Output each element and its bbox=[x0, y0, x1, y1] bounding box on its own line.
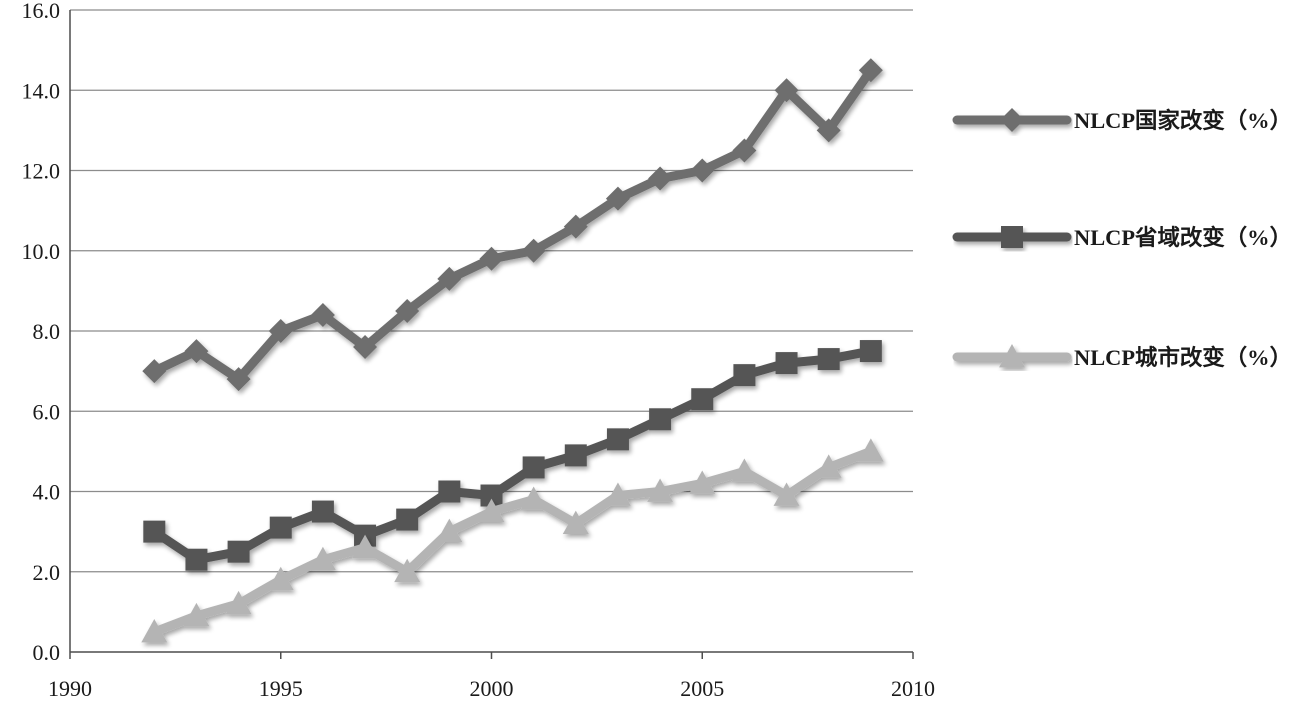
data-point bbox=[268, 319, 293, 343]
data-point bbox=[352, 534, 379, 559]
data-point bbox=[183, 602, 210, 627]
data-point bbox=[396, 508, 419, 531]
data-point bbox=[142, 359, 167, 384]
data-point bbox=[143, 520, 166, 543]
data-point bbox=[522, 456, 545, 479]
y-tick-label: 10.0 bbox=[22, 239, 61, 264]
data-point bbox=[226, 367, 251, 392]
y-tick-label: 14.0 bbox=[22, 78, 61, 103]
data-point bbox=[857, 438, 884, 462]
data-point bbox=[437, 266, 462, 291]
legend: NLCP国家改变（%） NLCP省域改变（%） NLCP城市改变（%） bbox=[952, 108, 1292, 370]
series-square bbox=[143, 340, 882, 571]
legend-item bbox=[952, 226, 1072, 248]
x-tick-label: 2010 bbox=[891, 676, 935, 701]
data-point bbox=[775, 352, 798, 375]
data-point bbox=[816, 118, 841, 143]
y-tick-label: 6.0 bbox=[33, 399, 61, 424]
data-point bbox=[605, 186, 630, 211]
data-point bbox=[647, 478, 674, 502]
data-point bbox=[817, 348, 840, 371]
y-tick-label: 4.0 bbox=[33, 480, 61, 505]
legend-label: NLCP国家改变（%） bbox=[1074, 108, 1292, 133]
y-tick-label: 8.0 bbox=[33, 319, 61, 344]
legend-marker bbox=[999, 344, 1025, 368]
data-point bbox=[520, 486, 547, 510]
data-point bbox=[815, 454, 842, 478]
data-point bbox=[689, 470, 716, 494]
legend-marker bbox=[1001, 226, 1023, 248]
x-tick-label: 1995 bbox=[259, 676, 303, 701]
data-point bbox=[479, 246, 504, 271]
axes-layer: 0.0 2.0 4.0 6.0 8.0 10.0 12.0 14.0 16.0 1990 1995 2… bbox=[22, 0, 936, 701]
data-point bbox=[309, 546, 336, 571]
data-point bbox=[353, 335, 378, 360]
legend-label: NLCP省域改变（%） bbox=[1074, 225, 1292, 250]
data-point bbox=[562, 510, 589, 534]
data-point bbox=[438, 480, 461, 503]
data-point bbox=[733, 364, 756, 387]
y-tick-label: 2.0 bbox=[33, 560, 61, 585]
data-point bbox=[649, 408, 672, 431]
data-point bbox=[859, 340, 882, 363]
legend-item bbox=[952, 108, 1072, 132]
data-point bbox=[267, 566, 294, 591]
data-point bbox=[436, 518, 463, 543]
data-point bbox=[185, 548, 208, 571]
data-point bbox=[732, 138, 757, 163]
data-point bbox=[227, 540, 250, 563]
data-point bbox=[141, 618, 168, 643]
data-point bbox=[648, 166, 673, 191]
data-point bbox=[521, 238, 546, 263]
data-point bbox=[394, 558, 421, 583]
series-diamond bbox=[142, 58, 883, 392]
data-point bbox=[563, 214, 588, 239]
series-line bbox=[149, 65, 876, 384]
y-tick-label: 0.0 bbox=[33, 640, 61, 665]
data-point bbox=[773, 482, 800, 506]
data-point bbox=[478, 498, 505, 522]
data-point bbox=[395, 298, 420, 323]
series-layer bbox=[141, 58, 884, 643]
data-point bbox=[606, 428, 629, 451]
data-point bbox=[310, 302, 335, 327]
data-point bbox=[269, 516, 292, 539]
legend-label: NLCP城市改变（%） bbox=[1074, 345, 1292, 370]
data-point bbox=[564, 444, 587, 467]
series-triangle bbox=[141, 438, 884, 643]
data-point bbox=[858, 58, 883, 83]
data-point bbox=[691, 388, 714, 411]
x-tick-label: 2000 bbox=[470, 676, 514, 701]
y-tick-label: 16.0 bbox=[22, 0, 61, 23]
data-point bbox=[774, 78, 799, 103]
data-point bbox=[690, 158, 715, 183]
legend-item bbox=[952, 344, 1072, 368]
data-point bbox=[225, 590, 252, 615]
data-point bbox=[604, 482, 631, 506]
data-point bbox=[480, 484, 503, 507]
x-tick-label: 1990 bbox=[48, 676, 92, 701]
data-point bbox=[311, 500, 334, 523]
x-tick-label: 2005 bbox=[680, 676, 724, 701]
data-point bbox=[731, 458, 758, 482]
legend-marker bbox=[1000, 108, 1024, 132]
data-point bbox=[184, 339, 209, 364]
series-line bbox=[149, 346, 876, 565]
y-tick-label: 12.0 bbox=[22, 159, 61, 184]
